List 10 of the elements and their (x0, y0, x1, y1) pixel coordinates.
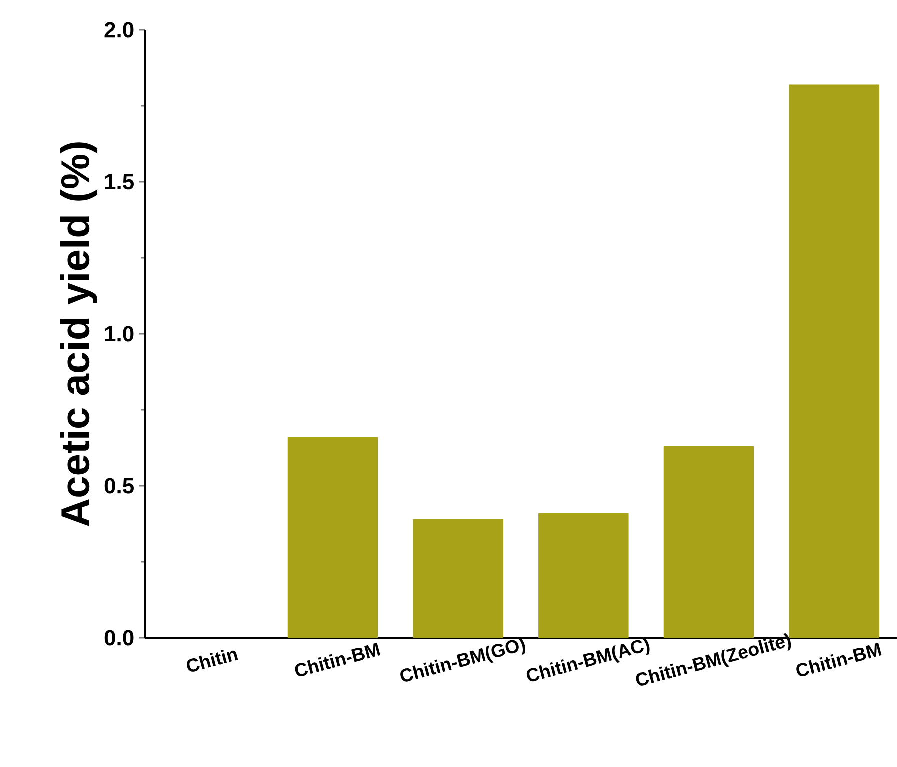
x-tick-label: Chitin (186, 650, 238, 672)
bar (413, 519, 504, 638)
y-tick-label: 1.0 (105, 326, 134, 342)
y-tick-label: 0.0 (104, 630, 134, 646)
y-axis-title: Acetic acid yield (%) (60, 142, 98, 526)
y-tick-label: 1.5 (105, 174, 134, 190)
bar (288, 437, 378, 638)
y-tick-label: 0.5 (104, 478, 134, 494)
y-tick-label: 2.0 (104, 22, 134, 38)
bar (538, 513, 629, 638)
